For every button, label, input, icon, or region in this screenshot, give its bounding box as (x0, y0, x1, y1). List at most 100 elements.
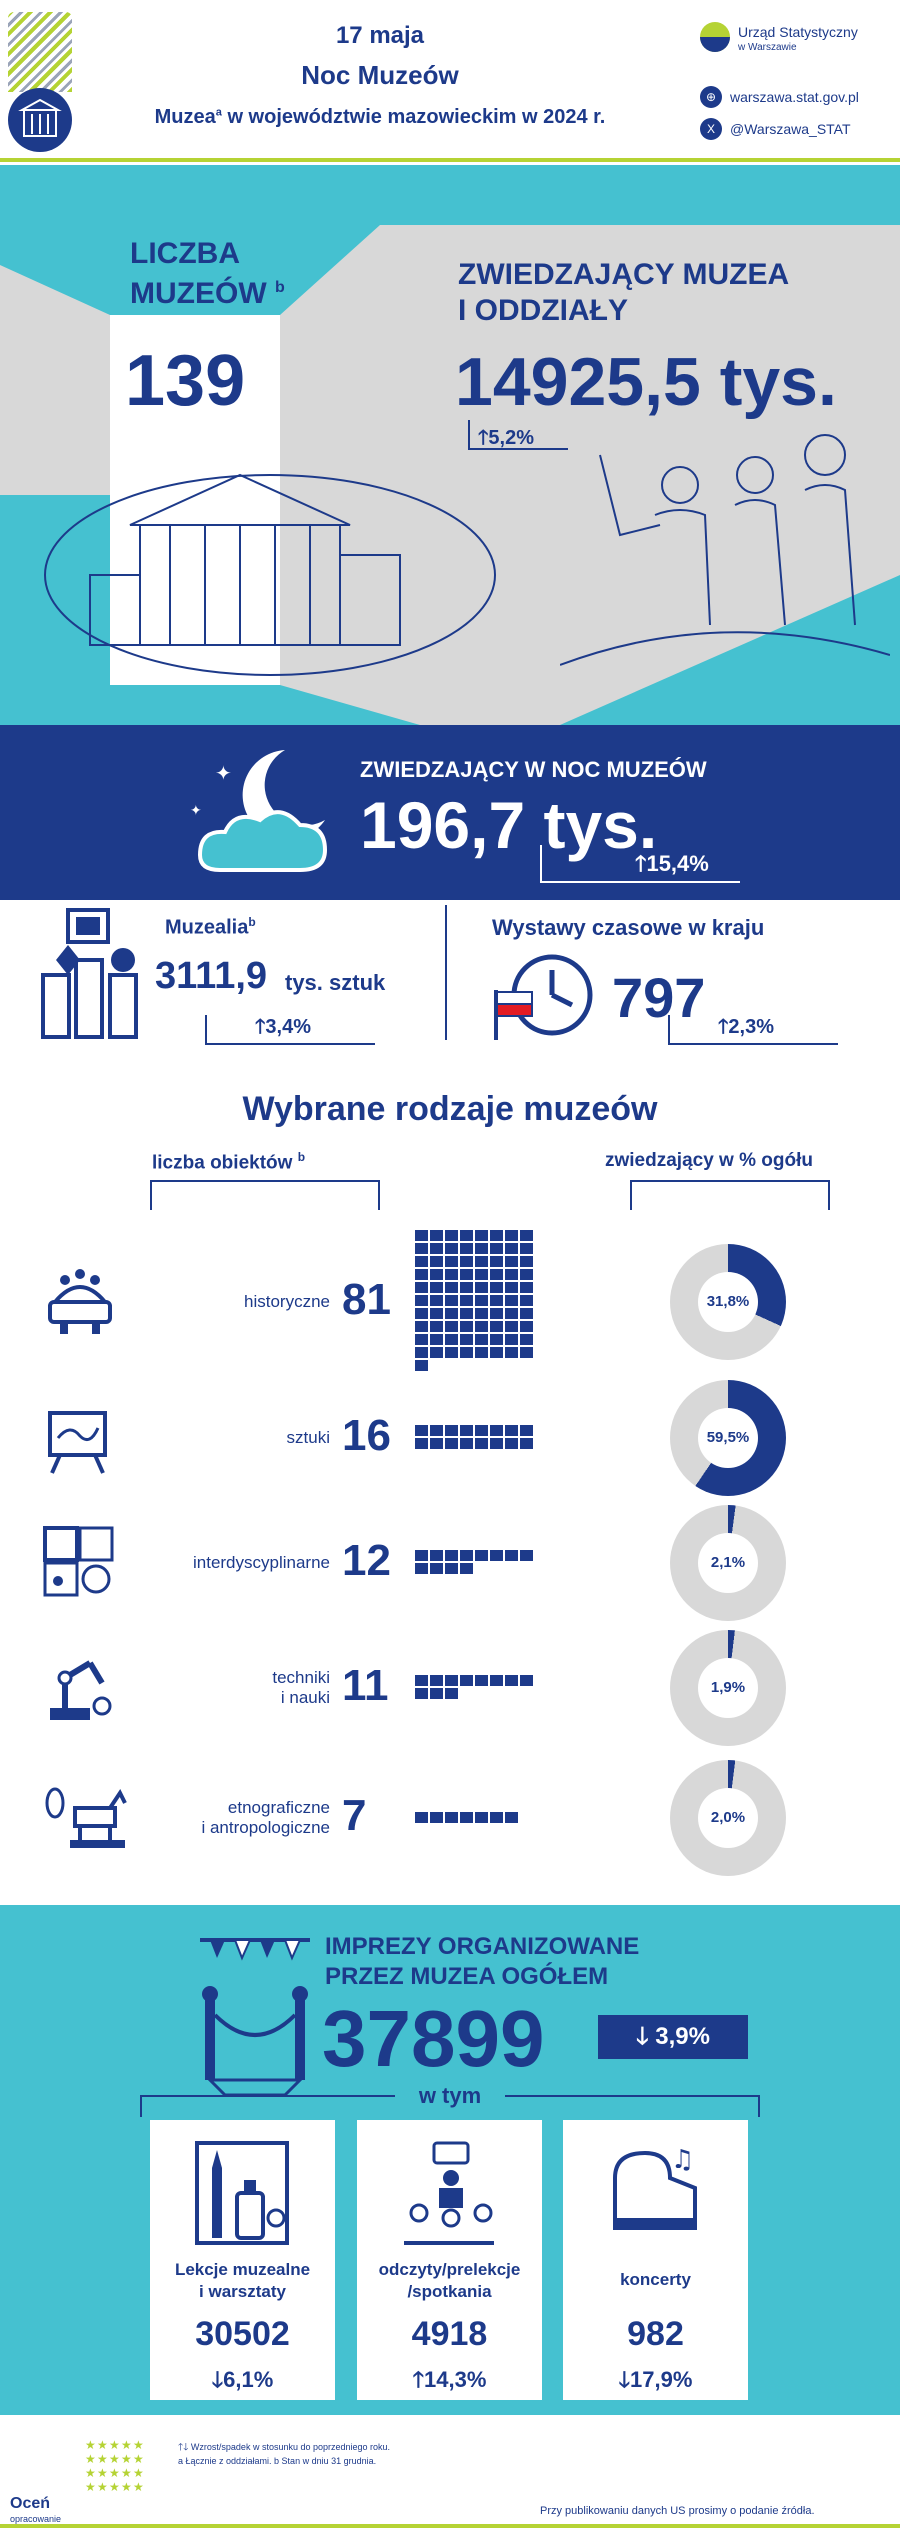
count-square (490, 1347, 503, 1358)
count-square (490, 1425, 503, 1436)
org-city: w Warszawie (738, 42, 797, 53)
visitors-label: ZWIEDZAJĄCY MUZEA I ODDZIAŁY (458, 258, 790, 327)
arrow-down-icon: 🡓 (618, 2367, 631, 2392)
card-lectures-value: 4918 (411, 2315, 488, 2353)
moon-cloud-icon: ✦ ✦ (190, 750, 328, 872)
arrow-up-icon: 🡑 (478, 427, 489, 449)
star-icon[interactable]: ★ (97, 2438, 108, 2452)
count-square (505, 1550, 518, 1561)
museum-type-count: 7 (342, 1791, 367, 1840)
types-title: Wybrane rodzaje muzeów (242, 1090, 658, 1128)
count-square (490, 1256, 503, 1267)
star-icon[interactable]: ★ (85, 2452, 96, 2466)
social-link[interactable]: @Warszawa_STAT (730, 121, 851, 137)
count-square (445, 1550, 458, 1561)
star-icon[interactable]: ★ (109, 2480, 120, 2494)
arrow-up-icon: 🡑 (412, 2367, 425, 2392)
star-icon[interactable]: ★ (121, 2452, 132, 2466)
star-icon[interactable]: ★ (133, 2452, 144, 2466)
share-donut: 1,9% (670, 1630, 786, 1746)
star-icon[interactable]: ★ (85, 2438, 96, 2452)
count-square (520, 1308, 533, 1319)
star-icon[interactable]: ★ (121, 2480, 132, 2494)
count-square (490, 1334, 503, 1345)
star-icon[interactable]: ★ (97, 2466, 108, 2480)
museum-type-name-line: historyczne (244, 1291, 330, 1311)
arrow-up-icon: 🡑 (255, 1016, 266, 1038)
visitors-people-icon (560, 434, 890, 666)
exhibits-change-line (205, 1015, 375, 1045)
rate-sub-label: opracowanie (10, 2514, 62, 2524)
count-square (505, 1269, 518, 1280)
star-icon[interactable]: ★ (97, 2480, 108, 2494)
count-square (490, 1675, 503, 1686)
museum-type-count: 11 (342, 1661, 389, 1710)
night-label: ZWIEDZAJĄCY W NOC MUZEÓW (360, 757, 707, 782)
count-square (460, 1811, 473, 1823)
count-square (475, 1675, 488, 1686)
count-square (415, 1550, 428, 1561)
star-icon[interactable]: ★ (85, 2480, 96, 2494)
star-icon[interactable]: ★ (133, 2466, 144, 2480)
events-change-badge: 🡓 3,9% (598, 2015, 748, 2059)
count-square (505, 1321, 518, 1332)
visitors-value: 14925,5 tys. (455, 344, 837, 420)
count-square (445, 1438, 458, 1449)
star-icon[interactable]: ★ (121, 2438, 132, 2452)
events-section: IMPREZY ORGANIZOWANE PRZEZ MUZEA OGÓŁEM … (0, 1905, 900, 2415)
star-icon[interactable]: ★ (133, 2480, 144, 2494)
count-square (430, 1243, 443, 1254)
exhibitions-value: 797 (612, 966, 706, 1029)
museum-type-name-line: i antropologiczne (201, 1818, 330, 1837)
crown-pillow-icon (48, 1268, 112, 1334)
visitors-change-line (468, 420, 568, 450)
count-square (460, 1230, 473, 1241)
star-icon[interactable]: ★ (109, 2452, 120, 2466)
count-square (505, 1256, 518, 1267)
star-icon[interactable]: ★ (109, 2466, 120, 2480)
count-square (475, 1230, 488, 1241)
count-square (505, 1243, 518, 1254)
share-donut: 2,0% (670, 1760, 786, 1876)
website-link[interactable]: warszawa.stat.gov.pl (730, 89, 859, 105)
star-icon[interactable]: ★ (85, 2466, 96, 2480)
museum-type-name-line: etnograficzne (227, 1798, 330, 1817)
count-square (460, 1675, 473, 1686)
count-square (520, 1334, 533, 1345)
share-donut-label: 59,5% (698, 1408, 758, 1468)
event-card-concerts: ♫ koncerty 982 🡓17,9% (563, 2120, 748, 2400)
count-square (505, 1347, 518, 1358)
count-square (475, 1295, 488, 1306)
card-concerts-change: 🡓17,9% (618, 2367, 693, 2392)
count-square (445, 1334, 458, 1345)
count-square (445, 1295, 458, 1306)
header-date: 17 maja (335, 22, 425, 49)
star-icon[interactable]: ★ (121, 2466, 132, 2480)
clock-flag-icon (494, 954, 593, 1040)
share-donut: 31,8% (670, 1243, 786, 1360)
star-icon[interactable]: ★ (133, 2438, 144, 2452)
count-square (430, 1295, 443, 1306)
rate-label[interactable]: Oceń (10, 2495, 51, 2512)
card-concerts-label: koncerty (620, 2270, 691, 2289)
card-lessons-label: Lekcje muzealne (174, 2260, 311, 2279)
count-square (520, 1256, 533, 1267)
count-square (430, 1308, 443, 1319)
count-square (475, 1308, 488, 1319)
hero-section: LICZBA MUZEÓW b 139 ZWIEDZAJĄCY MUZEA I … (0, 165, 900, 725)
count-square (520, 1282, 533, 1293)
event-card-lectures: odczyty/prelekcje /spotkania 4918 🡑14,3% (357, 2120, 542, 2400)
count-square (430, 1688, 443, 1699)
star-icon[interactable]: ★ (109, 2438, 120, 2452)
exhibits-value: 3111,9 (155, 955, 268, 997)
arrow-down-icon: 🡓 (211, 2367, 224, 2392)
count-square (460, 1563, 473, 1574)
count-square (505, 1675, 518, 1686)
count-square (415, 1321, 428, 1332)
star-icon[interactable]: ★ (97, 2452, 108, 2466)
museum-type-name-line: sztuki (286, 1428, 330, 1447)
count-square (445, 1688, 458, 1699)
arrow-up-icon: 🡑 (718, 1016, 729, 1038)
count-square (445, 1321, 458, 1332)
museums-count-value: 139 (125, 341, 246, 421)
